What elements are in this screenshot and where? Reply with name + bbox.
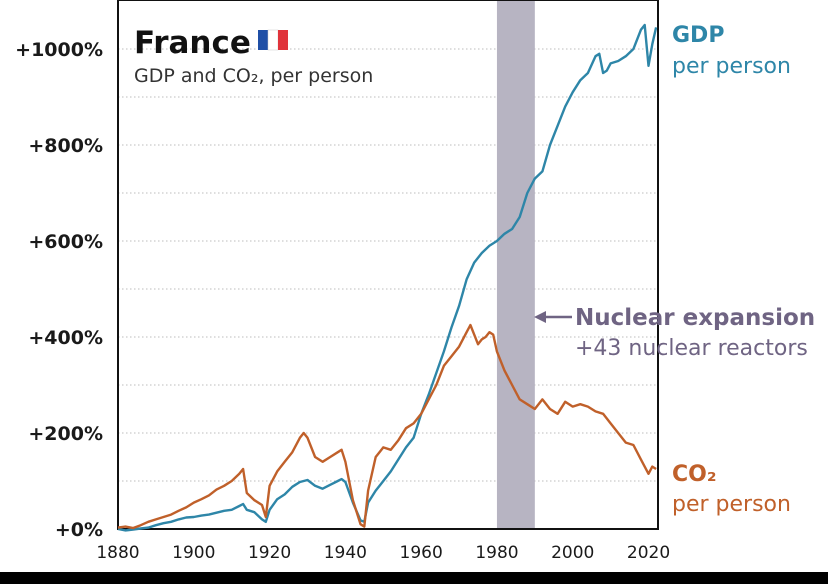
gdp-series-label: GDP xyxy=(672,23,724,48)
x-axis: 1880 1900 1920 1940 1960 1980 2000 2020 xyxy=(96,543,670,563)
y-tick-label: +400% xyxy=(28,327,103,349)
x-tick-label: 1900 xyxy=(172,543,215,563)
nuclear-arrow xyxy=(534,311,572,323)
x-tick-label: 1960 xyxy=(400,543,443,563)
gdp-line xyxy=(117,23,658,532)
y-tick-label: +200% xyxy=(28,423,103,445)
series-lines xyxy=(117,23,658,532)
x-tick-label: 2000 xyxy=(551,543,594,563)
y-tick-label: +800% xyxy=(28,135,103,157)
chart-title: France xyxy=(134,25,251,61)
y-tick-label: +0% xyxy=(55,519,103,541)
x-tick-label: 2020 xyxy=(627,543,670,563)
x-tick-label: 1940 xyxy=(324,543,367,563)
co2-series-sublabel: per person xyxy=(672,492,791,517)
co2-series-label: CO₂ xyxy=(672,462,716,487)
chart-subtitle: GDP and CO₂, per person xyxy=(134,65,373,87)
nuclear-expansion-label: Nuclear expansion xyxy=(575,305,815,331)
nuclear-reactors-label: +43 nuclear reactors xyxy=(575,336,808,361)
x-tick-label: 1880 xyxy=(96,543,139,563)
plot-area-border xyxy=(117,0,659,530)
y-axis: +0% +200% +400% +600% +800% +1000% xyxy=(15,39,103,541)
x-tick-label: 1980 xyxy=(475,543,518,563)
y-tick-label: +1000% xyxy=(15,39,103,61)
plot-area-background xyxy=(118,0,658,529)
gdp-series-sublabel: per person xyxy=(672,54,791,79)
nuclear-band xyxy=(496,0,535,529)
co2-line xyxy=(117,323,657,530)
x-tick-label: 1920 xyxy=(248,543,291,563)
y-tick-label: +600% xyxy=(28,231,103,253)
nuclear-expansion-band xyxy=(496,0,535,529)
france-flag-icon xyxy=(258,29,288,51)
